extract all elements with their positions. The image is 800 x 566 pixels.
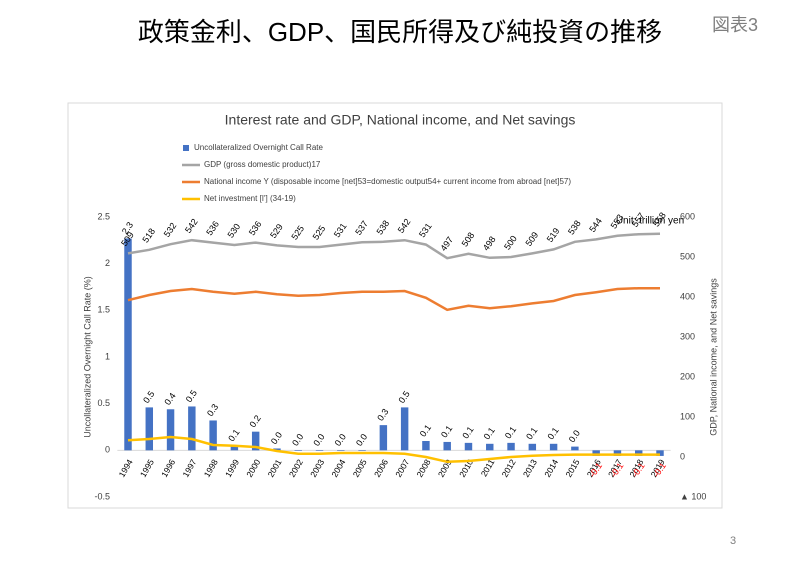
- legend-swatch: [183, 145, 189, 151]
- y2ticks-label: 0: [680, 451, 685, 461]
- y2ticks-label: ▲ 100: [680, 491, 706, 501]
- bar: [273, 448, 281, 451]
- line: [127, 232, 661, 260]
- legend-label: Net investment [I'] (34-19): [204, 194, 296, 203]
- y2ticks-label: 600: [680, 211, 695, 221]
- y2-axis-label: GDP, National income, and Net savings: [708, 278, 718, 436]
- bar: [549, 443, 558, 451]
- chart-title: Interest rate and GDP, National income, …: [225, 112, 576, 128]
- bar: [379, 425, 388, 451]
- yticks-label: 0: [105, 445, 110, 455]
- line: [127, 286, 660, 312]
- bar: [486, 443, 494, 451]
- bar: [251, 431, 260, 451]
- chart-frame: [67, 102, 723, 509]
- bar: [166, 409, 175, 451]
- bar: [315, 450, 324, 451]
- bar: [613, 450, 622, 456]
- legend-label: National income Y (disposable income [ne…: [204, 177, 571, 186]
- bar: [358, 450, 366, 451]
- yticks-label: 1: [105, 351, 110, 361]
- bar: [294, 450, 302, 451]
- bar: [145, 407, 154, 451]
- bar: [464, 442, 473, 451]
- bar: [422, 441, 430, 451]
- y-axis-label: Uncollateralized Overnight Call Rate (%): [82, 276, 92, 438]
- page-number: 3: [730, 535, 736, 547]
- yticks-label: -0.5: [94, 491, 110, 501]
- bar: [507, 442, 515, 451]
- bar: [230, 445, 239, 451]
- unit-annotation: Unit: trillion yen: [616, 216, 684, 227]
- bar: [528, 443, 537, 451]
- slide-title: 政策金利、GDP、国民所得及び純投資の推移: [138, 17, 662, 47]
- y2ticks-label: 300: [680, 331, 695, 341]
- bar: [209, 420, 217, 451]
- bar: [443, 441, 451, 451]
- bar: [400, 407, 409, 451]
- bar: [124, 238, 132, 451]
- yticks-label: 1.5: [97, 305, 110, 315]
- figure-label: 図表3: [712, 15, 758, 35]
- yticks-label: 2: [105, 258, 110, 268]
- bar: [656, 450, 664, 456]
- y2ticks-label: 100: [680, 411, 695, 421]
- bar: [571, 446, 579, 451]
- bar: [592, 450, 600, 456]
- bar: [188, 406, 196, 451]
- legend-label: GDP (gross domestic product)17: [204, 160, 321, 169]
- y2ticks-label: 200: [680, 371, 695, 381]
- yticks-label: 2.5: [97, 211, 110, 221]
- y2ticks-label: 500: [680, 251, 695, 261]
- yticks-label: 0.5: [97, 398, 110, 408]
- legend-label: Uncollateralized Overnight Call Rate: [194, 143, 324, 152]
- y2ticks-label: 400: [680, 291, 695, 301]
- bar: [337, 450, 345, 451]
- bar: [634, 450, 643, 456]
- line: [127, 435, 660, 464]
